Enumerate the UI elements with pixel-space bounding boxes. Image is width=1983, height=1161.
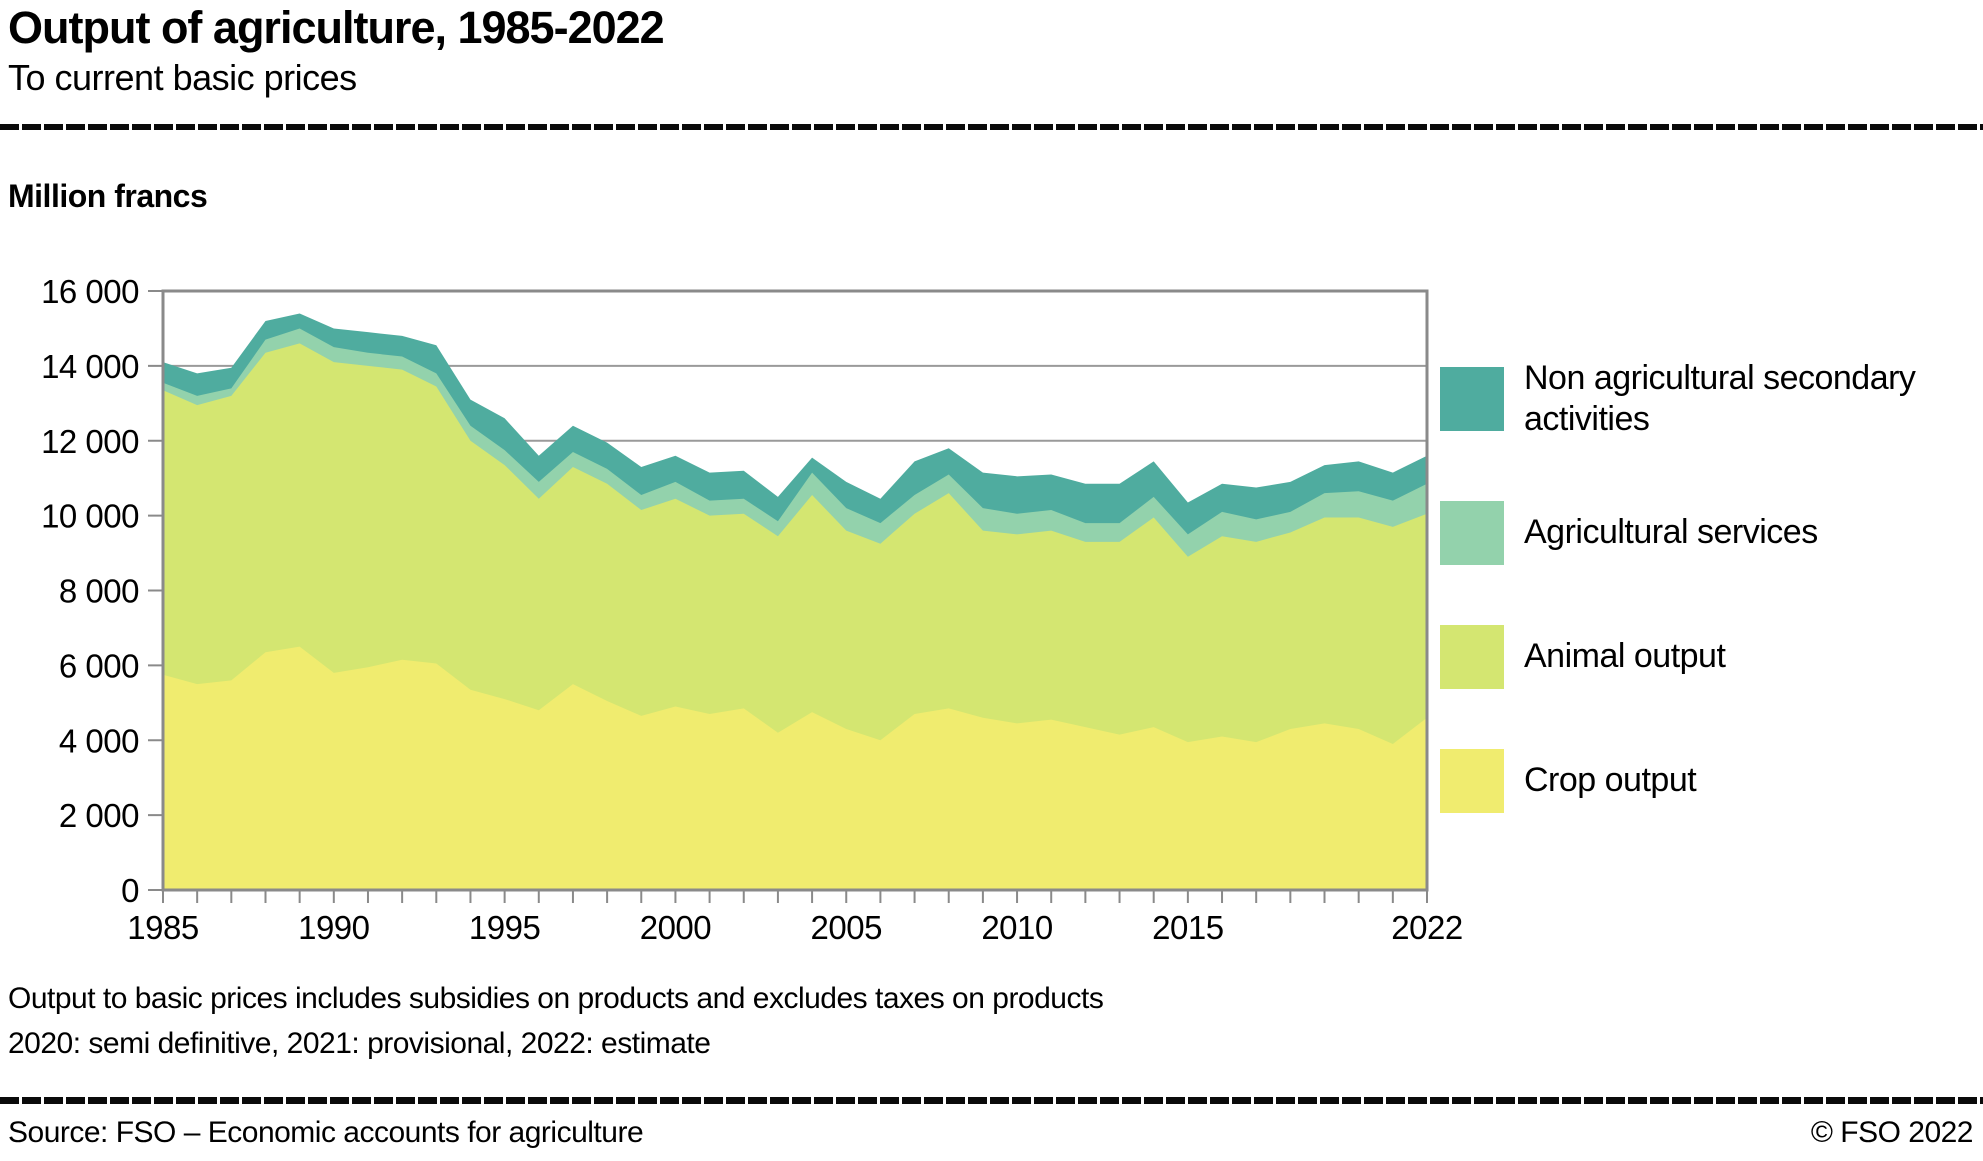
footnote-line-2: 2020: semi definitive, 2021: provisional… [8,1027,711,1060]
x-tick-label-1995: 1995 [469,909,540,946]
source-text: Source: FSO – Economic accounts for agri… [8,1116,644,1149]
chart-legend: Non agricultural secondary activities Agr… [1440,358,1980,813]
header-divider [0,124,1983,130]
x-tick-label-2000: 2000 [640,909,712,946]
x-tick-label-2005: 2005 [811,909,882,946]
legend-item-non-agricultural-secondary-activities: Non agricultural secondary activities [1440,358,1980,441]
x-tick-label-1990: 1990 [298,909,370,946]
y-tick-label-12000: 12 000 [41,423,139,460]
x-tick-label-2010: 2010 [981,909,1053,946]
footnote-line-1: Output to basic prices includes subsidie… [8,982,1104,1015]
y-tick-label-4000: 4 000 [59,722,139,759]
y-tick-label-16000: 16 000 [41,273,139,310]
x-tick-label-2022: 2022 [1391,909,1462,946]
y-tick-label-14000: 14 000 [41,348,139,385]
y-tick-label-6000: 6 000 [59,647,139,684]
page-subtitle: To current basic prices [8,57,357,98]
y-tick-label-8000: 8 000 [59,573,139,610]
legend-item-crop-output: Crop output [1440,748,1980,813]
y-tick-label-0: 0 [121,872,139,909]
x-tick-label-1985: 1985 [127,909,198,946]
legend-label-animal-output: Animal output [1524,637,1726,676]
copyright-text: © FSO 2022 [1810,1116,1974,1149]
legend-swatch-crop-output [1440,748,1504,813]
legend-item-agricultural-services: Agricultural services [1440,500,1980,565]
legend-label-non-agricultural-secondary-activities: Non agricultural secondary activities [1524,359,1916,439]
area-crop-output [163,646,1427,890]
legend-swatch-agricultural-services [1440,500,1504,565]
x-tick-label-2015: 2015 [1152,909,1223,946]
legend-label-crop-output: Crop output [1524,761,1697,800]
y-tick-label-2000: 2 000 [59,797,139,834]
legend-item-animal-output: Animal output [1440,624,1980,689]
page-title: Output of agriculture, 1985-2022 [8,2,665,53]
footer-divider [0,1097,1983,1104]
legend-label-agricultural-services: Agricultural services [1524,513,1818,552]
legend-swatch-animal-output [1440,624,1504,689]
legend-swatch-non-agricultural-secondary-activities [1440,367,1504,432]
y-axis-unit-label: Million francs [8,178,208,214]
y-tick-label-10000: 10 000 [41,498,139,535]
